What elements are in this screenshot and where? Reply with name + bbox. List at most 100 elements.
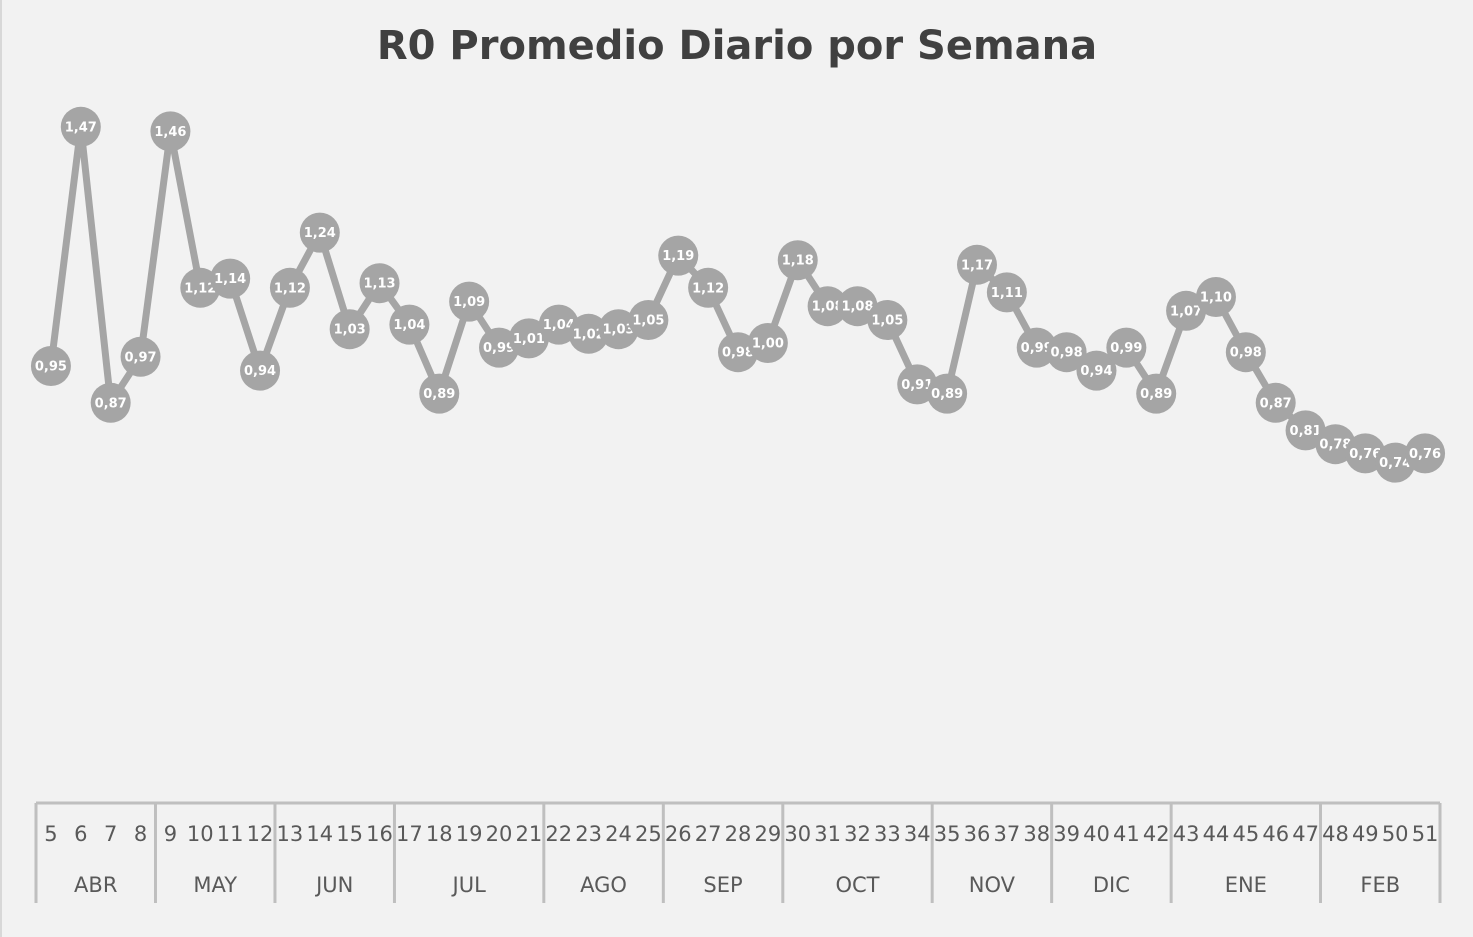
- x-tick-label: 13: [277, 822, 304, 846]
- data-label: 1,18: [782, 254, 814, 269]
- x-tick-label: 18: [426, 822, 453, 846]
- x-tick-label: 23: [575, 822, 602, 846]
- marker: [927, 373, 968, 414]
- x-tick-label: 42: [1143, 822, 1170, 846]
- data-label: 1,08: [841, 300, 873, 315]
- data-label: 0,81: [1290, 424, 1322, 439]
- data-label: 0,98: [1051, 346, 1083, 361]
- marker: [628, 300, 669, 340]
- group-label: JUL: [451, 873, 487, 897]
- marker: [90, 382, 131, 423]
- marker: [389, 304, 430, 345]
- marker: [449, 281, 490, 322]
- chart-title: R0 Promedio Diario por Semana: [377, 23, 1097, 69]
- marker: [807, 286, 848, 327]
- data-label: 1,10: [1200, 291, 1232, 306]
- marker: [837, 286, 878, 327]
- group-label: FEB: [1360, 873, 1400, 897]
- x-tick-label: 34: [904, 822, 931, 846]
- data-label: 1,14: [214, 272, 246, 287]
- x-tick-label: 6: [74, 822, 87, 846]
- marker: [150, 111, 191, 152]
- data-label: 1,12: [692, 281, 724, 296]
- x-tick-label: 10: [187, 822, 214, 846]
- data-label: 1,19: [662, 249, 694, 264]
- x-tick-label: 22: [545, 822, 572, 846]
- x-tick-label: 50: [1382, 822, 1409, 846]
- data-label: 1,05: [871, 314, 903, 329]
- data-label: 1,01: [513, 332, 545, 347]
- x-tick-label: 35: [934, 822, 961, 846]
- x-tick-label: 27: [695, 822, 722, 846]
- data-label: 0,89: [423, 387, 455, 402]
- marker: [956, 244, 997, 285]
- x-tick-label: 12: [247, 822, 274, 846]
- x-tick-label: 46: [1262, 822, 1289, 846]
- marker: [240, 350, 281, 391]
- data-label: 1,04: [393, 318, 425, 333]
- marker: [1285, 410, 1326, 451]
- data-label: 0,87: [1260, 396, 1292, 411]
- marker: [1195, 277, 1236, 317]
- data-label: 0,99: [483, 341, 515, 356]
- data-label: 0,87: [95, 396, 127, 411]
- marker: [568, 313, 609, 354]
- x-tick-label: 48: [1322, 822, 1349, 846]
- data-label: 1,04: [543, 318, 575, 333]
- x-tick-label: 39: [1053, 822, 1080, 846]
- marker: [269, 267, 310, 308]
- data-label: 1,17: [961, 258, 993, 273]
- data-label: 1,11: [991, 286, 1023, 301]
- x-tick-label: 43: [1173, 822, 1200, 846]
- data-label: 0,91: [901, 378, 933, 393]
- x-tick-label: 47: [1292, 822, 1319, 846]
- x-tick-label: 15: [336, 822, 363, 846]
- data-label: 0,99: [1021, 341, 1053, 356]
- group-label: MAY: [193, 873, 237, 897]
- data-label: 1,24: [304, 226, 336, 241]
- marker: [1255, 382, 1296, 423]
- group-label: OCT: [835, 873, 879, 897]
- group-label: NOV: [969, 873, 1016, 897]
- marker: [1046, 332, 1087, 373]
- marker: [359, 263, 400, 304]
- x-tick-label: 51: [1412, 822, 1439, 846]
- group-label: ABR: [74, 873, 117, 897]
- marker: [419, 373, 460, 414]
- data-label: 0,76: [1409, 447, 1441, 462]
- x-tick-label: 8: [134, 822, 147, 846]
- x-tick-label: 49: [1352, 822, 1379, 846]
- x-tick-label: 29: [755, 822, 782, 846]
- marker: [747, 323, 788, 363]
- marker: [329, 309, 370, 350]
- x-tick-label: 26: [665, 822, 692, 846]
- data-label: 0,76: [1349, 447, 1381, 462]
- data-label: 1,09: [453, 295, 485, 310]
- marker: [777, 240, 818, 281]
- data-label: 1,02: [573, 327, 605, 342]
- x-tick-label: 9: [164, 822, 177, 846]
- data-label: 0,97: [125, 350, 157, 365]
- x-tick-label: 31: [814, 822, 841, 846]
- data-label: 0,78: [1319, 438, 1351, 453]
- data-label: 1,03: [602, 323, 634, 338]
- data-label: 1,13: [363, 277, 395, 292]
- x-tick-label: 24: [605, 822, 632, 846]
- data-label: 0,99: [1110, 341, 1142, 356]
- data-label: 1,47: [65, 120, 97, 135]
- marker: [120, 336, 161, 377]
- data-label: 0,98: [1230, 346, 1262, 361]
- data-label: 1,08: [812, 300, 844, 315]
- x-tick-label: 41: [1113, 822, 1140, 846]
- x-tick-label: 20: [486, 822, 513, 846]
- x-tick-label: 37: [993, 822, 1020, 846]
- marker: [1225, 332, 1266, 373]
- x-tick-label: 32: [844, 822, 871, 846]
- marker: [986, 272, 1027, 313]
- data-label: 0,94: [1080, 364, 1112, 379]
- x-tick-label: 45: [1232, 822, 1259, 846]
- data-label: 0,95: [35, 360, 67, 375]
- marker: [299, 212, 340, 253]
